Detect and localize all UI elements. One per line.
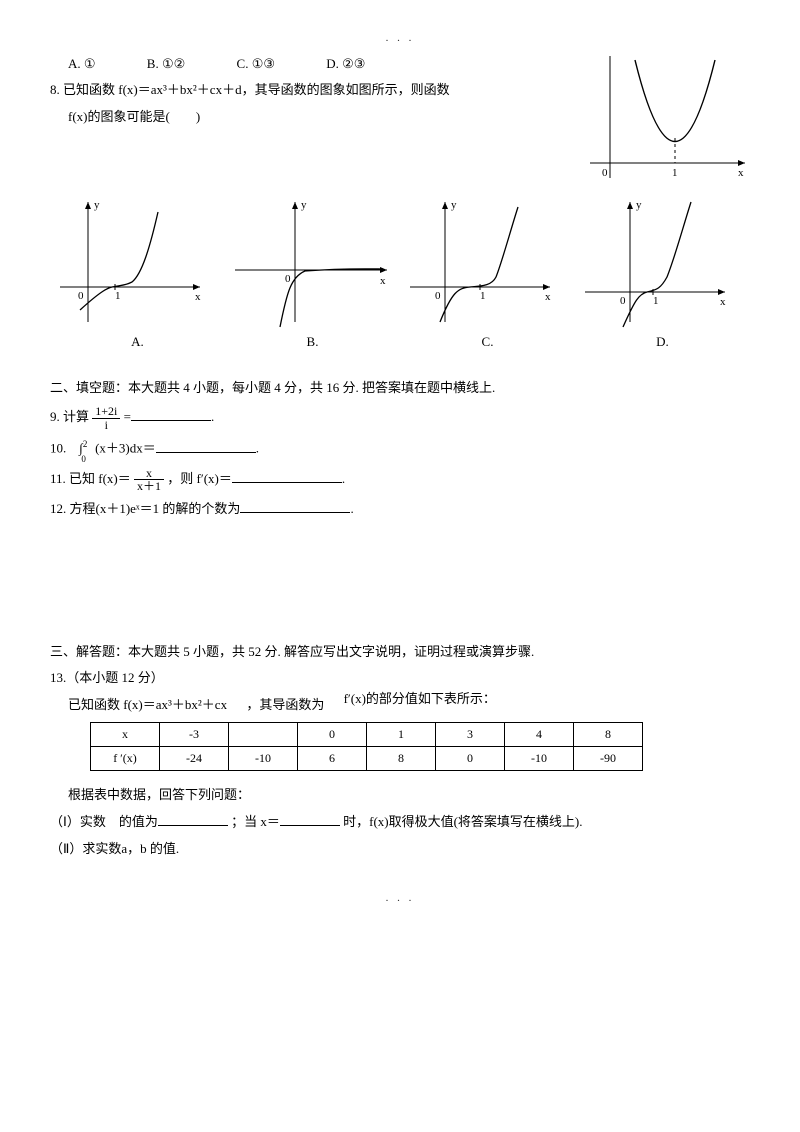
q7-choices: A. ① B. ①② C. ①③ D. ②③ [68,54,580,75]
section-2-title: 二、填空题：本大题共 4 小题，每小题 4 分，共 16 分. 把答案填在题中横… [50,378,750,399]
svg-text:x: x [720,296,726,308]
choice-a: A. ① [68,54,96,75]
option-a-graph: 0 1 x y A. [50,192,225,353]
q13-body1: 已知函数 f(x)＝ax³＋bx²＋cx ，其导函数为 f′(x)的部分值如下表… [68,695,750,716]
option-b-graph: 0 x y B. [225,192,400,353]
option-d-graph: 0 1 x y D. [575,192,750,353]
q8-line1: 8. 已知函数 f(x)＝ax³＋bx²＋cx＋d，其导函数的图象如图所示，则函… [50,80,580,101]
q13-head: 13.（本小题 12 分） [50,668,750,689]
svg-text:x: x [195,291,201,303]
q13-part2: （Ⅱ）求实数a，b 的值. [50,839,750,860]
q13-table: x-301348 f ′(x)-24-10680-10-90 [90,722,643,771]
axis-zero: 0 [602,167,608,179]
svg-text:y: y [301,199,307,211]
q11: 11. 已知 f(x)＝ xx＋1 ，则 f′(x)＝. [50,467,750,493]
svg-text:0: 0 [435,290,441,302]
section-3-title: 三、解答题：本大题共 5 小题，共 52 分. 解答应写出文字说明，证明过程或演… [50,642,750,663]
derivative-graph: 0 1 x [580,48,750,188]
option-d-label: D. [575,332,750,353]
q13-body2: 根据表中数据，回答下列问题： [68,785,750,806]
footer-dots: . . . [50,890,750,908]
svg-text:1: 1 [115,290,121,302]
svg-text:y: y [451,199,457,211]
option-c-graph: 0 1 x y C. [400,192,575,353]
svg-text:1: 1 [480,290,486,302]
svg-text:0: 0 [78,290,84,302]
svg-text:y: y [636,199,642,211]
axis-x: x [738,167,744,179]
q12: 12. 方程(x＋1)eˣ＝1 的解的个数为. [50,499,750,520]
svg-text:x: x [545,291,551,303]
choice-c: C. ①③ [237,54,275,75]
choice-b: B. ①② [147,54,185,75]
q8-options: 0 1 x y A. 0 x y B. 0 1 [50,192,750,353]
svg-text:0: 0 [620,295,626,307]
svg-text:y: y [94,199,100,211]
option-c-label: C. [400,332,575,353]
header-dots: . . . [50,30,750,48]
svg-text:0: 0 [285,273,291,285]
q10: 10. ∫20 (x＋3)dx＝. [50,437,750,460]
q8-line2: f(x)的图象可能是( ) [68,107,580,128]
option-a-label: A. [50,332,225,353]
q9: 9. 计算 1+2ii =. [50,405,750,431]
svg-text:x: x [380,275,386,287]
svg-text:1: 1 [653,295,659,307]
axis-one: 1 [672,167,678,179]
option-b-label: B. [225,332,400,353]
q13-part1: （Ⅰ）实数 的值为 ；当 x＝ 时，f(x)取得极大值(将答案填写在横线上). [50,812,750,833]
choice-d: D. ②③ [326,54,365,75]
